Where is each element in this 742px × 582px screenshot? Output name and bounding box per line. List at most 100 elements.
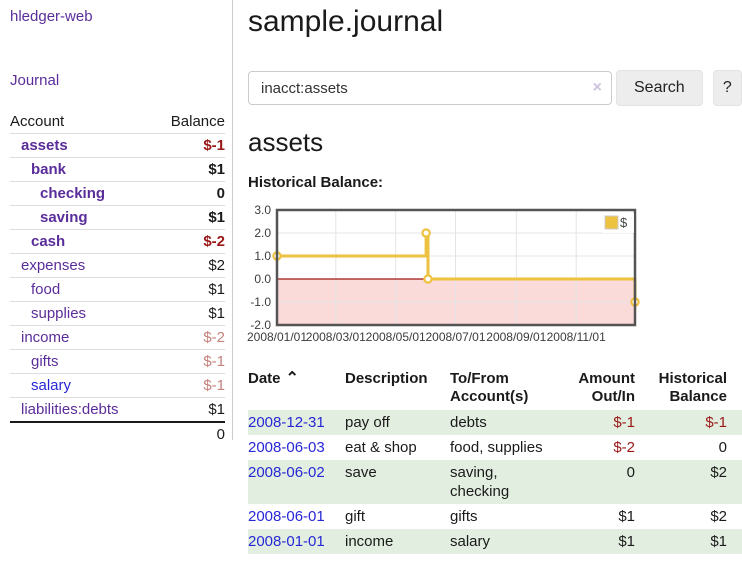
account-heading: assets xyxy=(248,127,324,157)
account-row-checking: checking 0 xyxy=(10,181,225,206)
x-tick-label: 2008/09/01 xyxy=(486,330,546,344)
transaction-description: pay off xyxy=(345,414,390,431)
transaction-balance: $1 xyxy=(710,533,727,550)
transaction-row: 2008-06-01 gift gifts $1 $2 xyxy=(248,504,742,529)
transaction-date-link[interactable]: 2008-01-01 xyxy=(248,533,325,550)
account-balance: $-1 xyxy=(203,353,225,370)
transaction-amount: $-2 xyxy=(613,439,635,456)
balance-column-header: Balance xyxy=(170,113,225,130)
transaction-date-link[interactable]: 2008-06-02 xyxy=(248,464,325,481)
clear-search-icon[interactable]: × xyxy=(592,79,602,96)
legend-label: $ xyxy=(620,215,628,230)
transaction-row: 2008-06-03 eat & shop food, supplies $-2… xyxy=(248,435,742,460)
accounts-table-header: Account Balance xyxy=(10,110,225,134)
account-row-liabilities-debts: liabilities:debts $1 xyxy=(10,397,225,423)
transaction-accounts: debts xyxy=(450,414,487,431)
transaction-amount: $-1 xyxy=(613,414,635,431)
account-link-income[interactable]: income xyxy=(21,329,70,346)
x-tick-label: 2008/11/01 xyxy=(547,330,606,344)
account-link-liabilities-debts[interactable]: liabilities:debts xyxy=(21,401,119,418)
transaction-row: 2008-01-01 income salary $1 $1 xyxy=(248,529,742,554)
search-button[interactable]: Search xyxy=(616,70,703,106)
page-title: sample.journal xyxy=(248,5,444,38)
account-link-checking[interactable]: checking xyxy=(40,185,106,202)
account-link-gifts[interactable]: gifts xyxy=(31,353,59,370)
account-link-assets[interactable]: assets xyxy=(21,137,68,154)
transaction-accounts: saving, checking xyxy=(450,464,510,500)
register-header-row: Date ⌃ Description To/From Account(s) Amo… xyxy=(248,368,742,410)
account-row-income: income $-2 xyxy=(10,325,225,350)
account-balance: $1 xyxy=(208,209,225,226)
historical-balance-chart: $3.0 2.0 1.0 0.0 -1.0 -2.02008/01/012008/03/0… xyxy=(247,203,640,344)
accounts-balance-table: Account Balance assets $-1 bank $1 check… xyxy=(10,110,225,446)
transaction-accounts: food, supplies xyxy=(450,439,543,456)
account-balance: $-1 xyxy=(203,377,225,394)
transaction-date-link[interactable]: 2008-06-01 xyxy=(248,508,325,525)
help-button[interactable]: ? xyxy=(712,70,742,106)
account-row-supplies: supplies $1 xyxy=(10,301,225,326)
x-tick-label: 2008/03/01 xyxy=(306,330,366,344)
transaction-date-link[interactable]: 2008-12-31 xyxy=(248,414,325,431)
account-link-salary[interactable]: salary xyxy=(31,377,72,394)
search-input[interactable] xyxy=(248,71,612,105)
account-row-cash: cash $-2 xyxy=(10,229,225,254)
description-column-header: Description xyxy=(345,370,428,387)
transaction-balance: $-1 xyxy=(705,414,727,431)
account-link-food[interactable]: food xyxy=(31,281,61,298)
accounts-column-header: To/From Account(s) xyxy=(450,370,529,405)
legend-swatch xyxy=(604,215,619,230)
account-balance: $1 xyxy=(208,401,225,418)
account-row-expenses: expenses $2 xyxy=(10,253,225,278)
account-row-gifts: gifts $-1 xyxy=(10,349,225,374)
account-link-supplies[interactable]: supplies xyxy=(31,305,87,322)
transaction-row: 2008-12-31 pay off debts $-1 $-1 xyxy=(248,410,742,435)
account-balance: $1 xyxy=(208,161,225,178)
transaction-balance: $2 xyxy=(710,508,727,525)
account-link-cash[interactable]: cash xyxy=(31,233,66,250)
transaction-date-link[interactable]: 2008-06-03 xyxy=(248,439,325,456)
transaction-accounts: salary xyxy=(450,533,491,550)
account-balance: $1 xyxy=(208,281,225,298)
transaction-description: income xyxy=(345,533,394,550)
account-balance: 0 xyxy=(216,185,225,202)
y-tick-label: -1.0 xyxy=(250,295,271,309)
transaction-balance: 0 xyxy=(718,439,727,456)
account-row-salary: salary $-1 xyxy=(10,373,225,398)
account-link-bank[interactable]: bank xyxy=(31,161,67,178)
y-tick-label: 3.0 xyxy=(254,203,271,217)
account-row-saving: saving $1 xyxy=(10,205,225,230)
chart-title: Historical Balance: xyxy=(248,174,384,191)
sidebar: hledger-web Journal Account Balance asse… xyxy=(0,0,233,443)
account-balance: $-2 xyxy=(203,233,225,250)
transaction-amount: $1 xyxy=(618,508,635,525)
data-point xyxy=(423,274,433,284)
x-tick-label: 2008/07/01 xyxy=(425,330,485,344)
account-balance: $-2 xyxy=(203,329,225,346)
y-tick-label: 1.0 xyxy=(254,249,271,263)
transaction-amount: 0 xyxy=(626,464,635,481)
transaction-amount: $1 xyxy=(618,533,635,550)
app-brand-link[interactable]: hledger-web xyxy=(10,8,93,25)
sort-ascending-icon: ⌃ xyxy=(285,370,299,387)
transaction-description: gift xyxy=(345,508,366,525)
account-link-saving[interactable]: saving xyxy=(40,209,88,226)
transaction-balance: $2 xyxy=(710,464,727,481)
sidebar-item-journal[interactable]: Journal xyxy=(10,72,60,89)
account-row-food: food $1 xyxy=(10,277,225,302)
amount-column-header: Amount Out/In xyxy=(578,370,635,405)
data-point xyxy=(421,228,431,238)
account-balance: $1 xyxy=(208,305,225,322)
account-column-header: Account xyxy=(10,113,65,130)
account-balance: $2 xyxy=(208,257,225,274)
account-link-expenses[interactable]: expenses xyxy=(21,257,86,274)
y-tick-label: 2.0 xyxy=(254,226,271,240)
date-column-header[interactable]: Date ⌃ xyxy=(248,370,299,387)
x-tick-label: 2008/05/01 xyxy=(366,330,426,344)
accounts-total-row: 0 xyxy=(10,422,225,446)
account-row-bank: bank $1 xyxy=(10,157,225,182)
y-tick-label: -2.0 xyxy=(250,318,271,332)
transaction-row: 2008-06-02 save saving, checking 0 $2 xyxy=(248,460,742,504)
x-tick-label: 2008/01/01 xyxy=(247,330,307,344)
search-form: × Search ? xyxy=(248,70,742,106)
register-table: Date ⌃ Description To/From Account(s) Amo… xyxy=(248,368,742,554)
